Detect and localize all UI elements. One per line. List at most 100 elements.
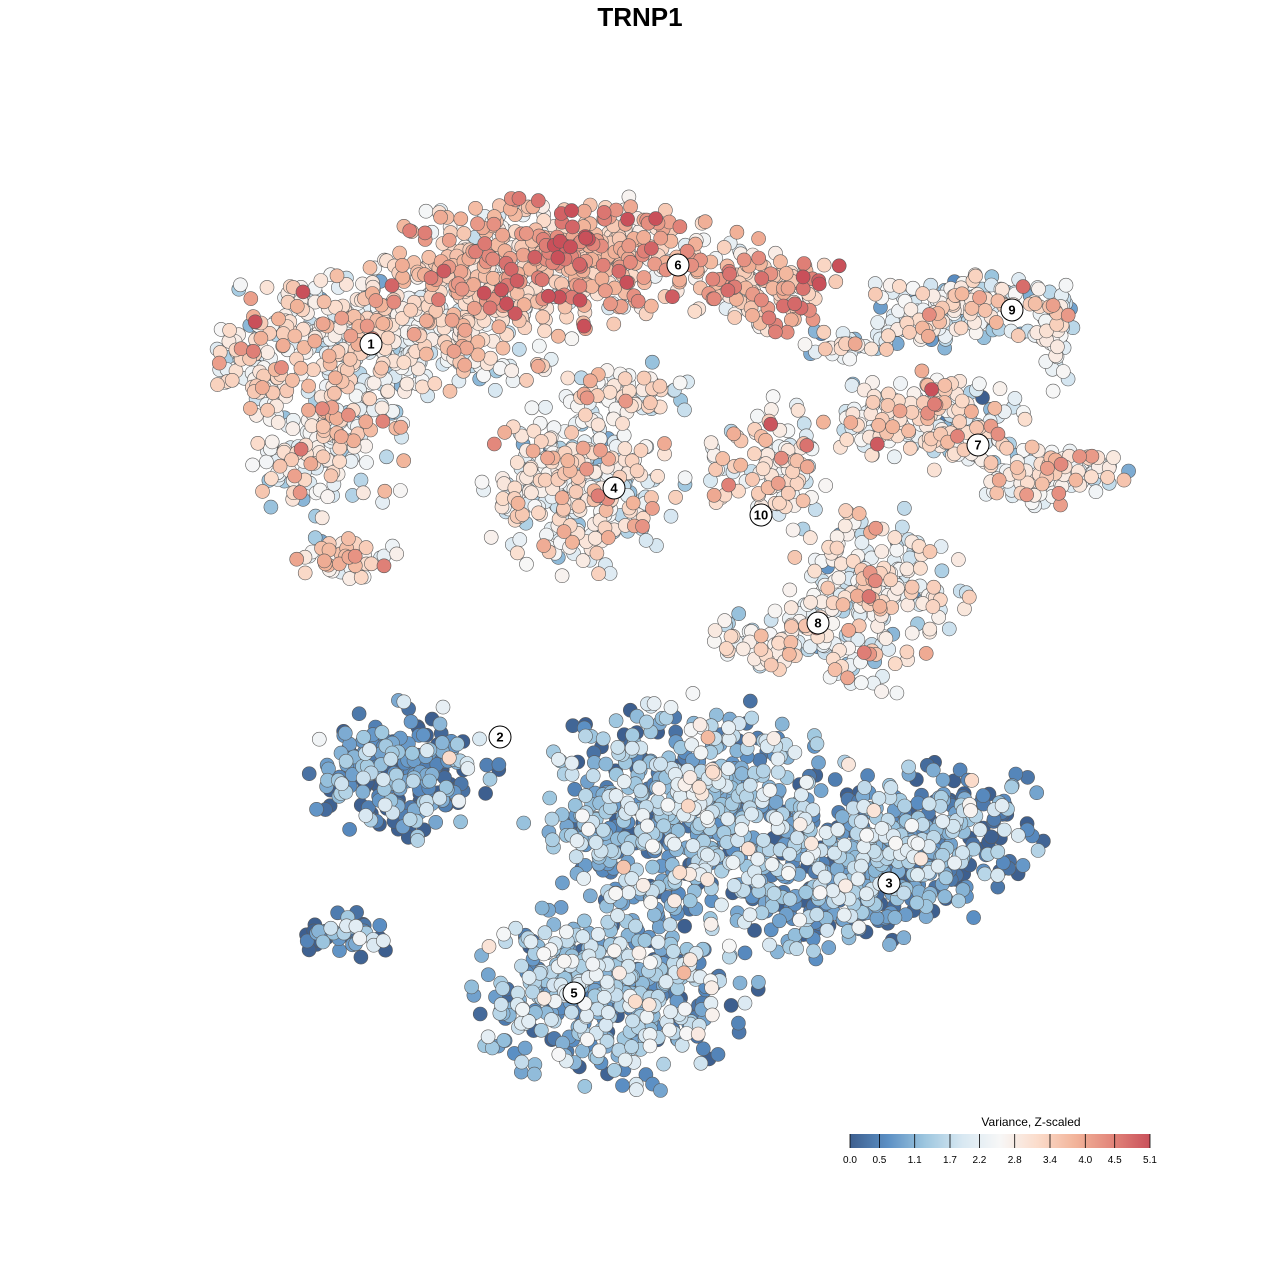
cell-point bbox=[796, 256, 812, 271]
cell-point bbox=[333, 429, 349, 445]
cell-point bbox=[817, 341, 833, 357]
cell-point bbox=[994, 798, 1010, 813]
cell-point bbox=[1024, 439, 1040, 455]
cell-point bbox=[660, 797, 676, 813]
cell-point bbox=[753, 642, 769, 657]
cell-point bbox=[521, 1014, 537, 1029]
cell-point bbox=[722, 266, 738, 282]
cell-point bbox=[633, 783, 649, 799]
cell-point bbox=[376, 558, 392, 574]
cell-point bbox=[902, 324, 917, 340]
cell-point bbox=[342, 351, 358, 367]
cell-point bbox=[629, 1082, 644, 1097]
cell-point bbox=[642, 1038, 658, 1054]
cell-point bbox=[263, 499, 279, 515]
cell-point bbox=[720, 283, 736, 298]
cell-point bbox=[725, 855, 741, 870]
cell-point bbox=[599, 1033, 615, 1049]
cell-point bbox=[954, 286, 970, 302]
cell-point bbox=[579, 1008, 595, 1024]
cell-point bbox=[568, 484, 584, 500]
cell-point bbox=[672, 865, 688, 880]
cell-point bbox=[625, 495, 641, 511]
cell-point bbox=[224, 372, 240, 388]
cell-point bbox=[679, 243, 695, 259]
cell-point bbox=[983, 455, 999, 471]
cell-point bbox=[422, 773, 437, 789]
cell-point bbox=[770, 764, 786, 780]
cell-point bbox=[531, 505, 546, 521]
cluster-label-text: 3 bbox=[885, 876, 892, 891]
cell-point bbox=[856, 645, 872, 660]
cell-point bbox=[790, 402, 806, 418]
cell-point bbox=[893, 376, 908, 391]
cell-point bbox=[233, 277, 248, 293]
cell-point bbox=[785, 522, 801, 538]
cell-point bbox=[951, 552, 966, 567]
cell-point bbox=[787, 550, 803, 565]
cell-point bbox=[897, 798, 912, 814]
cell-point bbox=[643, 955, 658, 970]
cell-point bbox=[315, 934, 331, 950]
cell-point bbox=[837, 837, 852, 853]
cell-point bbox=[937, 889, 953, 905]
cell-point bbox=[787, 296, 803, 312]
cell-point bbox=[510, 545, 525, 561]
cell-point bbox=[714, 897, 729, 913]
cell-point bbox=[670, 823, 686, 838]
cell-point bbox=[937, 378, 953, 393]
cell-point bbox=[353, 472, 369, 488]
cell-point bbox=[953, 320, 969, 336]
cell-point bbox=[355, 485, 371, 501]
cell-point bbox=[380, 383, 396, 399]
cell-point bbox=[644, 241, 659, 256]
cell-point bbox=[685, 838, 701, 854]
cell-point bbox=[853, 675, 869, 691]
cell-point bbox=[705, 764, 720, 780]
cell-point bbox=[1007, 391, 1023, 406]
cell-point bbox=[920, 328, 936, 344]
cell-point bbox=[427, 376, 443, 391]
cell-point bbox=[296, 340, 312, 355]
cell-point bbox=[926, 462, 942, 478]
cell-point bbox=[630, 293, 646, 309]
cell-point bbox=[406, 326, 422, 342]
cell-point bbox=[1058, 277, 1074, 293]
cell-point bbox=[827, 845, 842, 861]
cluster-label-badge bbox=[602, 476, 626, 500]
cell-point bbox=[612, 965, 627, 981]
cell-point bbox=[650, 468, 665, 484]
cell-point bbox=[323, 920, 339, 936]
cell-point bbox=[835, 597, 851, 613]
points-layer bbox=[209, 189, 1136, 1098]
cell-point bbox=[692, 717, 708, 733]
cell-point bbox=[377, 797, 393, 813]
cell-point bbox=[763, 657, 779, 673]
cell-point bbox=[579, 390, 595, 406]
cell-point bbox=[504, 363, 520, 379]
cell-point bbox=[639, 714, 654, 730]
cell-point bbox=[841, 757, 856, 772]
cluster-label-badge bbox=[666, 253, 690, 277]
cell-point bbox=[623, 254, 638, 270]
cell-point bbox=[903, 302, 919, 317]
cluster-label-4: 4 bbox=[602, 476, 626, 500]
legend-tick-label: 0.0 bbox=[843, 1155, 857, 1166]
cluster-label-1: 1 bbox=[359, 332, 383, 356]
cell-point bbox=[285, 421, 301, 437]
cell-point bbox=[1045, 298, 1061, 313]
cell-point bbox=[639, 1009, 655, 1025]
cell-point bbox=[474, 474, 490, 490]
cell-point bbox=[853, 858, 869, 874]
cell-point bbox=[737, 945, 753, 961]
cell-point bbox=[564, 331, 580, 347]
cell-point bbox=[869, 436, 885, 452]
cell-point bbox=[537, 925, 553, 941]
cell-point bbox=[1015, 858, 1031, 873]
cell-point bbox=[843, 415, 859, 430]
cell-point bbox=[809, 736, 825, 752]
cell-point bbox=[477, 236, 493, 251]
cell-point bbox=[796, 416, 812, 432]
cell-point bbox=[499, 296, 514, 311]
